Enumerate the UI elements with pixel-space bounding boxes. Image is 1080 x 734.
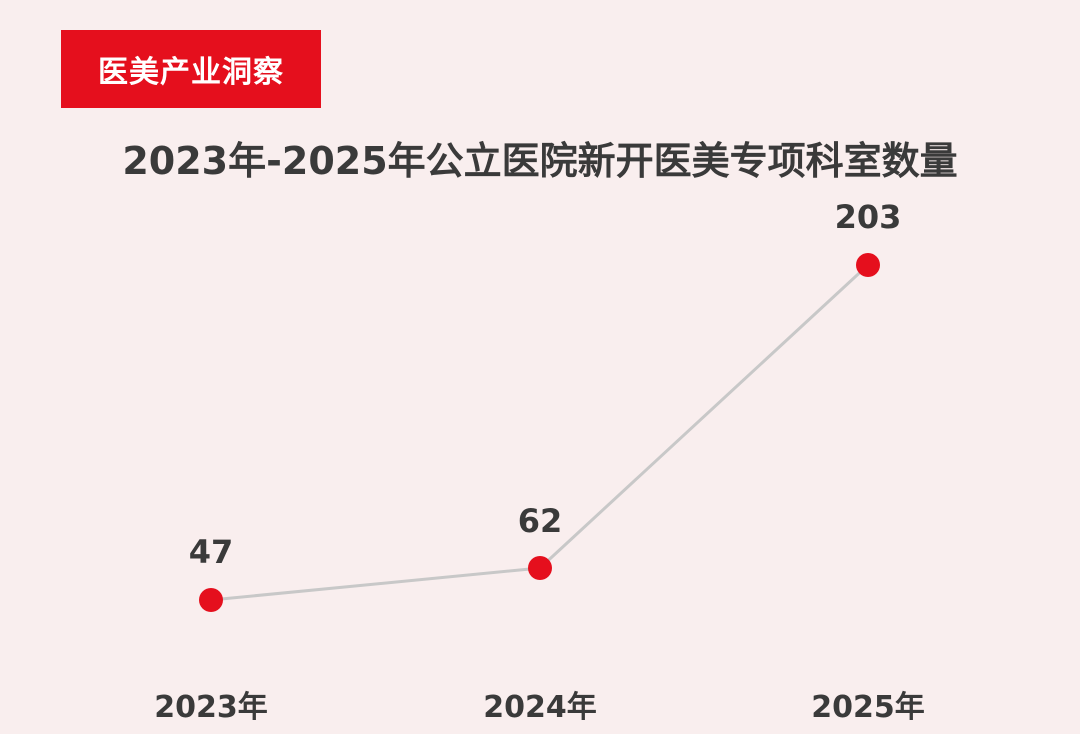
data-label-2025: 203 (834, 198, 902, 236)
series-line (210, 263, 870, 602)
x-tick-2024: 2024年 (483, 690, 597, 725)
data-point-2024 (528, 556, 552, 580)
data-point-2025 (856, 253, 880, 277)
x-tick-2023: 2023年 (154, 690, 268, 725)
section-badge: 医美产业洞察 (61, 30, 321, 108)
data-label-2023: 47 (188, 533, 234, 571)
chart-title: 2023年-2025年公立医院新开医美专项科室数量 (122, 139, 958, 183)
data-label-2024: 62 (517, 502, 563, 540)
x-tick-2025: 2025年 (811, 690, 925, 725)
data-point-2023 (199, 588, 223, 612)
